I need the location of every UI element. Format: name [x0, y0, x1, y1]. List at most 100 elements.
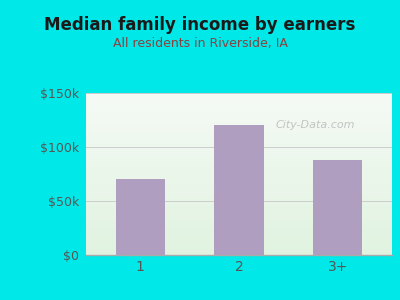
Bar — [86, 98, 392, 100]
Bar — [86, 125, 392, 127]
Bar — [86, 185, 392, 187]
Bar — [86, 190, 392, 192]
Bar — [86, 104, 392, 106]
Bar — [86, 224, 392, 226]
Bar — [86, 96, 392, 98]
Bar — [86, 202, 392, 203]
Bar — [86, 213, 392, 214]
Bar — [86, 221, 392, 223]
Bar — [86, 124, 392, 125]
Bar — [86, 166, 392, 167]
Bar — [86, 132, 392, 134]
Bar — [86, 94, 392, 96]
Bar — [86, 122, 392, 124]
Bar — [86, 114, 392, 116]
Bar — [86, 181, 392, 182]
Bar — [86, 108, 392, 109]
Bar — [86, 200, 392, 202]
Bar — [86, 161, 392, 163]
Bar — [86, 214, 392, 216]
Bar — [86, 150, 392, 151]
Bar — [86, 167, 392, 169]
Bar — [86, 248, 392, 250]
Bar — [86, 171, 392, 172]
Text: All residents in Riverside, IA: All residents in Riverside, IA — [112, 38, 288, 50]
Bar — [86, 198, 392, 200]
Bar — [86, 229, 392, 231]
Text: Median family income by earners: Median family income by earners — [44, 16, 356, 34]
Bar — [86, 231, 392, 232]
Bar — [86, 226, 392, 227]
Bar — [116, 179, 165, 255]
Bar — [86, 169, 392, 171]
Bar — [86, 111, 392, 112]
Bar — [86, 211, 392, 213]
Bar — [86, 245, 392, 247]
Bar — [86, 187, 392, 189]
Bar — [86, 148, 392, 150]
Bar — [86, 182, 392, 184]
Bar — [86, 177, 392, 179]
Bar — [86, 163, 392, 164]
Bar — [86, 106, 392, 108]
Bar — [86, 159, 392, 161]
Bar — [86, 239, 392, 240]
Bar — [86, 252, 392, 254]
Bar — [86, 184, 392, 185]
Bar — [86, 203, 392, 205]
Bar — [86, 195, 392, 197]
Bar — [86, 101, 392, 103]
Bar — [86, 210, 392, 211]
Bar — [86, 206, 392, 208]
Bar — [86, 137, 392, 138]
Bar — [86, 218, 392, 219]
Bar — [86, 143, 392, 145]
Bar — [86, 234, 392, 236]
Bar — [86, 194, 392, 195]
Bar — [313, 160, 362, 255]
Bar — [86, 219, 392, 221]
Bar — [86, 237, 392, 239]
Text: City-Data.com: City-Data.com — [276, 120, 355, 130]
Bar — [86, 216, 392, 218]
Bar — [86, 93, 392, 94]
Bar — [86, 154, 392, 156]
Bar — [86, 176, 392, 177]
Bar — [86, 192, 392, 194]
Bar — [214, 125, 264, 255]
Bar — [86, 153, 392, 154]
Bar — [86, 103, 392, 104]
Bar — [86, 232, 392, 234]
Bar — [86, 223, 392, 224]
Bar — [86, 138, 392, 140]
Bar — [86, 236, 392, 237]
Bar — [86, 100, 392, 101]
Bar — [86, 116, 392, 117]
Bar — [86, 146, 392, 148]
Bar — [86, 130, 392, 132]
Bar — [86, 179, 392, 181]
Bar — [86, 172, 392, 174]
Bar — [86, 142, 392, 143]
Bar — [86, 189, 392, 190]
Bar — [86, 109, 392, 111]
Bar — [86, 135, 392, 137]
Bar — [86, 250, 392, 252]
Bar — [86, 121, 392, 122]
Bar — [86, 244, 392, 245]
Bar — [86, 240, 392, 242]
Bar — [86, 227, 392, 229]
Bar — [86, 134, 392, 135]
Bar — [86, 119, 392, 121]
Bar — [86, 242, 392, 244]
Bar — [86, 129, 392, 130]
Bar — [86, 158, 392, 159]
Bar — [86, 254, 392, 255]
Bar — [86, 247, 392, 248]
Bar — [86, 112, 392, 114]
Bar — [86, 156, 392, 158]
Bar — [86, 164, 392, 166]
Bar — [86, 205, 392, 206]
Bar — [86, 208, 392, 210]
Bar — [86, 127, 392, 129]
